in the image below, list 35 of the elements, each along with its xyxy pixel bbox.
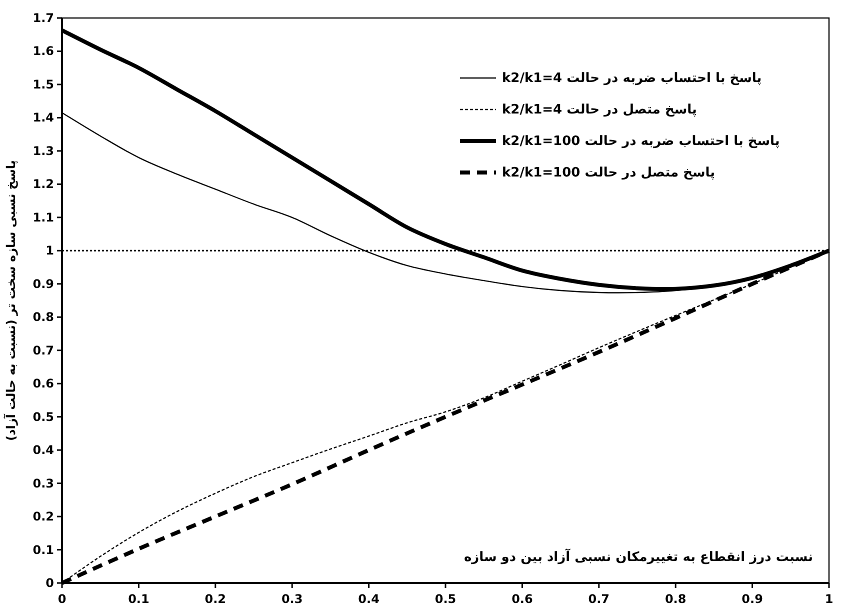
y-tick-label: 1.6 — [32, 44, 54, 58]
x-tick-label: 0 — [58, 592, 66, 606]
legend-label: پاسخ متصل در حالت k2/k1=4 — [502, 102, 697, 118]
legend-label: پاسخ با احتساب ضربه در حالت k2/k1=4 — [502, 71, 762, 86]
x-tick-label: 0.2 — [204, 592, 226, 606]
y-tick-label: 0.6 — [32, 376, 54, 391]
y-tick-label: 0.7 — [32, 343, 54, 358]
y-tick-label: 1.2 — [32, 177, 54, 192]
y-tick-label: 1 — [46, 244, 54, 258]
y-tick-label: 0.1 — [32, 542, 54, 557]
x-tick-label: 0.8 — [664, 592, 686, 606]
y-tick-label: 1.4 — [32, 110, 54, 125]
y-tick-label: 0.4 — [32, 443, 54, 458]
x-tick-label: 0.5 — [434, 592, 456, 606]
legend-label: پاسخ متصل در حالت k2/k1=100 — [502, 166, 716, 180]
y-tick-label: 0.2 — [32, 510, 54, 524]
x-tick-label: 0.1 — [128, 592, 150, 606]
y-tick-label: 0.9 — [32, 276, 54, 291]
x-axis-title: نسبت درز انقطاع به تغییرمکان نسبی آزاد بین دو سازه — [464, 548, 813, 565]
x-tick-label: 1 — [824, 592, 834, 606]
x-tick-label: 0.6 — [512, 592, 533, 606]
x-tick-label: 0.3 — [281, 592, 303, 606]
y-axis-title: پاسخ نسبی سازه سخت تر (نسبت به حالت آزاد) — [3, 160, 18, 441]
y-tick-label: 1.5 — [32, 77, 54, 92]
y-tick-label: 1.1 — [32, 210, 54, 224]
y-tick-label: 0.3 — [32, 476, 54, 490]
y-tick-label: 0.5 — [32, 410, 54, 424]
x-tick-label: 0.7 — [588, 592, 610, 606]
legend-label: پاسخ با احتساب ضربه در حالت k2/k1=100 — [502, 134, 780, 149]
y-tick-label: 1.7 — [32, 11, 54, 25]
y-tick-label: 0.8 — [32, 310, 54, 324]
y-tick-label: 0 — [46, 576, 54, 590]
y-tick-label: 1.3 — [32, 144, 54, 158]
x-tick-label: 0.4 — [358, 592, 380, 606]
x-tick-label: 0.9 — [742, 592, 763, 606]
